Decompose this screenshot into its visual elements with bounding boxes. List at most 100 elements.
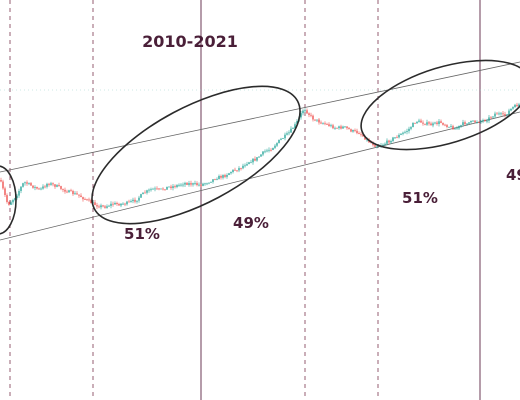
candle (210, 181, 212, 183)
candle (266, 148, 268, 153)
candle (48, 182, 50, 187)
candle (354, 128, 356, 133)
candle (322, 122, 324, 125)
channel-lower-line (0, 111, 520, 241)
candle (234, 167, 236, 171)
candle (24, 181, 26, 186)
candle (26, 180, 28, 186)
candle (392, 136, 394, 143)
candle (264, 149, 266, 154)
candle (386, 138, 388, 146)
candle (102, 204, 104, 208)
chart-title: 2010-2021 (142, 32, 238, 51)
candle (106, 204, 108, 209)
candle (28, 182, 30, 186)
annotation-49-second: 49% (506, 166, 520, 184)
candle (284, 132, 286, 141)
candle (428, 121, 430, 126)
candle (476, 120, 478, 124)
candle (156, 186, 158, 190)
candle (184, 181, 186, 187)
candle (126, 200, 128, 206)
candle (318, 118, 320, 125)
candle (14, 197, 16, 202)
candle (228, 172, 230, 176)
candle (330, 123, 332, 128)
candle (164, 189, 166, 191)
candle (470, 120, 472, 124)
cycle-ellipse-3 (360, 59, 520, 151)
candle (200, 184, 202, 188)
candle (352, 129, 354, 133)
candle (302, 109, 304, 116)
candle (44, 184, 46, 189)
candle (398, 133, 400, 139)
candle (360, 132, 362, 137)
candle (186, 182, 188, 186)
candle (408, 126, 410, 134)
candle (410, 126, 412, 131)
candle (198, 182, 200, 187)
candle (196, 181, 198, 187)
candle (250, 159, 252, 164)
candle (260, 154, 262, 157)
candle (146, 189, 148, 195)
candle (42, 184, 44, 190)
candle (454, 127, 456, 130)
candle (418, 118, 420, 123)
candle (278, 139, 280, 144)
candle (412, 122, 414, 128)
candle (280, 137, 282, 141)
candle (72, 189, 74, 196)
candle (76, 191, 78, 195)
candle (276, 142, 278, 147)
candle (448, 126, 450, 128)
candle (472, 120, 474, 122)
candle (188, 180, 190, 187)
candle (132, 197, 134, 204)
candle (314, 119, 316, 122)
candle (268, 147, 270, 153)
candle (114, 201, 116, 205)
candle (174, 184, 176, 189)
annotation-51-first: 51% (124, 225, 160, 243)
candle (240, 167, 242, 171)
candle (424, 123, 426, 126)
candle (254, 156, 256, 162)
candle (420, 118, 422, 123)
candle (388, 139, 390, 145)
candle (166, 186, 168, 190)
candle (282, 137, 284, 139)
candle (516, 102, 518, 107)
candle (98, 204, 100, 209)
candle (306, 108, 308, 114)
candle (236, 170, 238, 173)
candle (86, 198, 88, 201)
annotation-51-second: 51% (402, 189, 438, 207)
candle (222, 174, 224, 180)
candle (288, 130, 290, 136)
candle (484, 118, 486, 122)
candle (404, 130, 406, 134)
candle (334, 126, 336, 130)
candle (100, 203, 102, 210)
candle (170, 184, 172, 190)
candle (216, 177, 218, 181)
candle (308, 112, 310, 118)
candle (394, 137, 396, 139)
candle (346, 126, 348, 130)
candle (52, 182, 54, 187)
candle (452, 124, 454, 130)
trend-channel (0, 61, 520, 241)
candle (34, 185, 36, 191)
candle (2, 179, 4, 190)
candle (432, 121, 434, 128)
candle (202, 182, 204, 187)
candle (248, 161, 250, 165)
candle (230, 171, 232, 175)
candle (430, 121, 432, 126)
candle (290, 126, 292, 133)
candle (486, 118, 488, 124)
candle (462, 119, 464, 127)
